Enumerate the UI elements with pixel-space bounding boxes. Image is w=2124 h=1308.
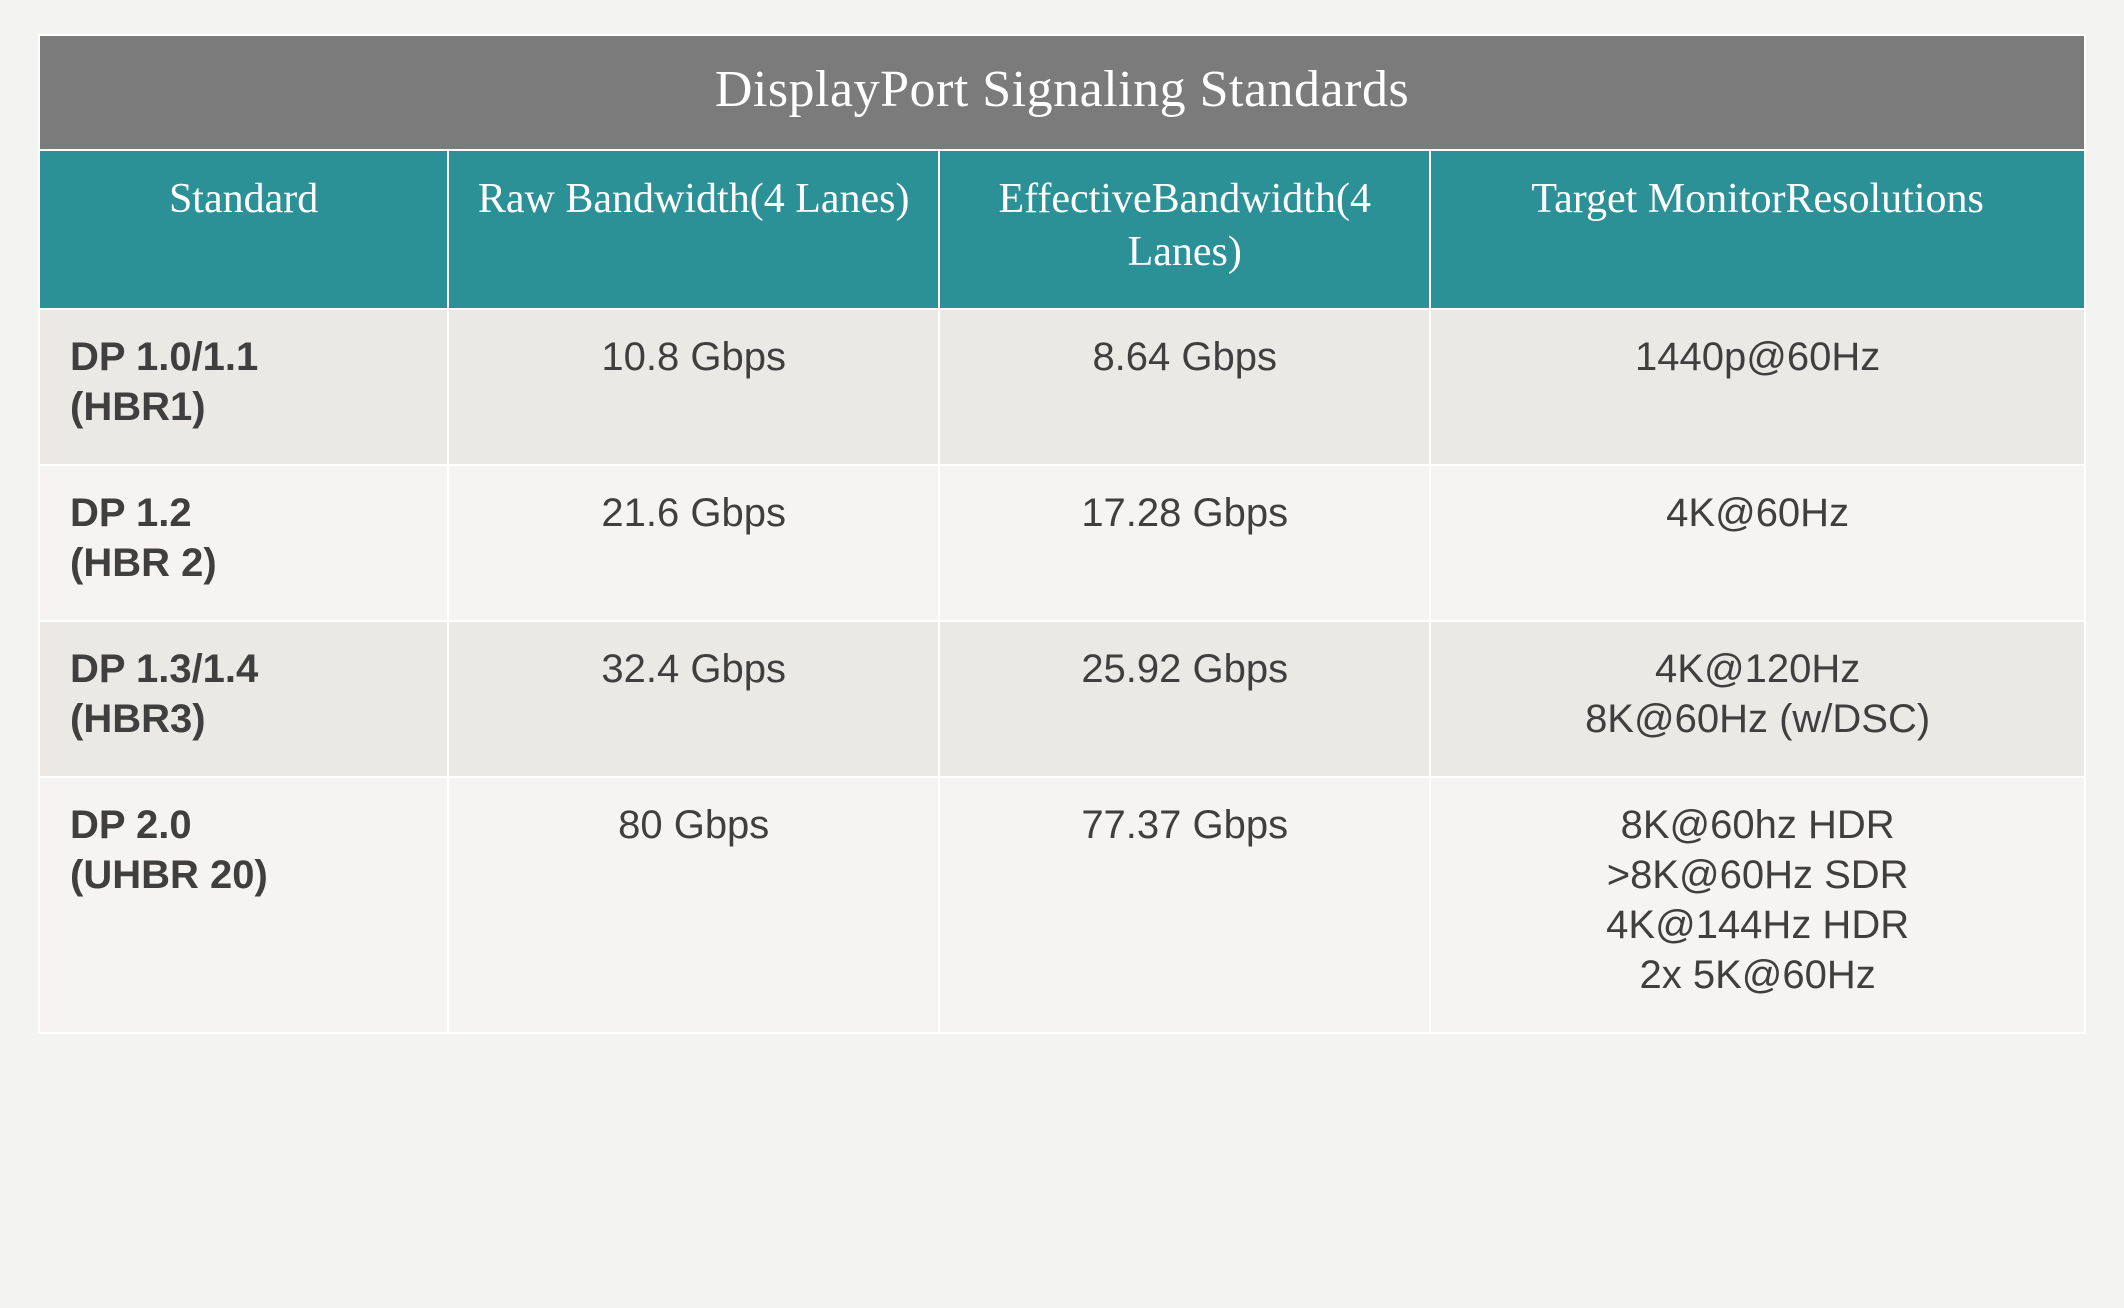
col-header-standard: Standard	[39, 150, 448, 309]
cell-standard: DP 1.3/1.4(HBR3)	[39, 621, 448, 777]
col-header-eff-bw: EffectiveBandwidth(4 Lanes)	[939, 150, 1430, 309]
table-title-row: DisplayPort Signaling Standards	[39, 35, 2085, 150]
cell-raw-bw: 10.8 Gbps	[448, 309, 939, 465]
cell-standard: DP 1.0/1.1(HBR1)	[39, 309, 448, 465]
cell-target: 1440p@60Hz	[1430, 309, 2085, 465]
cell-standard: DP 2.0(UHBR 20)	[39, 777, 448, 1033]
cell-standard: DP 1.2(HBR 2)	[39, 465, 448, 621]
table-body: DP 1.0/1.1(HBR1) 10.8 Gbps 8.64 Gbps 144…	[39, 309, 2085, 1033]
cell-target: 4K@120Hz8K@60Hz (w/DSC)	[1430, 621, 2085, 777]
table-row: DP 1.3/1.4(HBR3) 32.4 Gbps 25.92 Gbps 4K…	[39, 621, 2085, 777]
cell-target: 4K@60Hz	[1430, 465, 2085, 621]
page: DisplayPort Signaling Standards Standard…	[0, 0, 2124, 1074]
table-row: DP 2.0(UHBR 20) 80 Gbps 77.37 Gbps 8K@60…	[39, 777, 2085, 1033]
cell-raw-bw: 80 Gbps	[448, 777, 939, 1033]
cell-raw-bw: 32.4 Gbps	[448, 621, 939, 777]
cell-eff-bw: 77.37 Gbps	[939, 777, 1430, 1033]
cell-eff-bw: 17.28 Gbps	[939, 465, 1430, 621]
displayport-standards-table: DisplayPort Signaling Standards Standard…	[38, 34, 2086, 1034]
table-row: DP 1.2(HBR 2) 21.6 Gbps 17.28 Gbps 4K@60…	[39, 465, 2085, 621]
table-header-row: Standard Raw Bandwidth(4 Lanes) Effectiv…	[39, 150, 2085, 309]
cell-raw-bw: 21.6 Gbps	[448, 465, 939, 621]
col-header-raw-bw: Raw Bandwidth(4 Lanes)	[448, 150, 939, 309]
table-title: DisplayPort Signaling Standards	[39, 35, 2085, 150]
col-header-target-res: Target MonitorResolutions	[1430, 150, 2085, 309]
table-row: DP 1.0/1.1(HBR1) 10.8 Gbps 8.64 Gbps 144…	[39, 309, 2085, 465]
cell-eff-bw: 8.64 Gbps	[939, 309, 1430, 465]
cell-eff-bw: 25.92 Gbps	[939, 621, 1430, 777]
cell-target: 8K@60hz HDR>8K@60Hz SDR4K@144Hz HDR2x 5K…	[1430, 777, 2085, 1033]
